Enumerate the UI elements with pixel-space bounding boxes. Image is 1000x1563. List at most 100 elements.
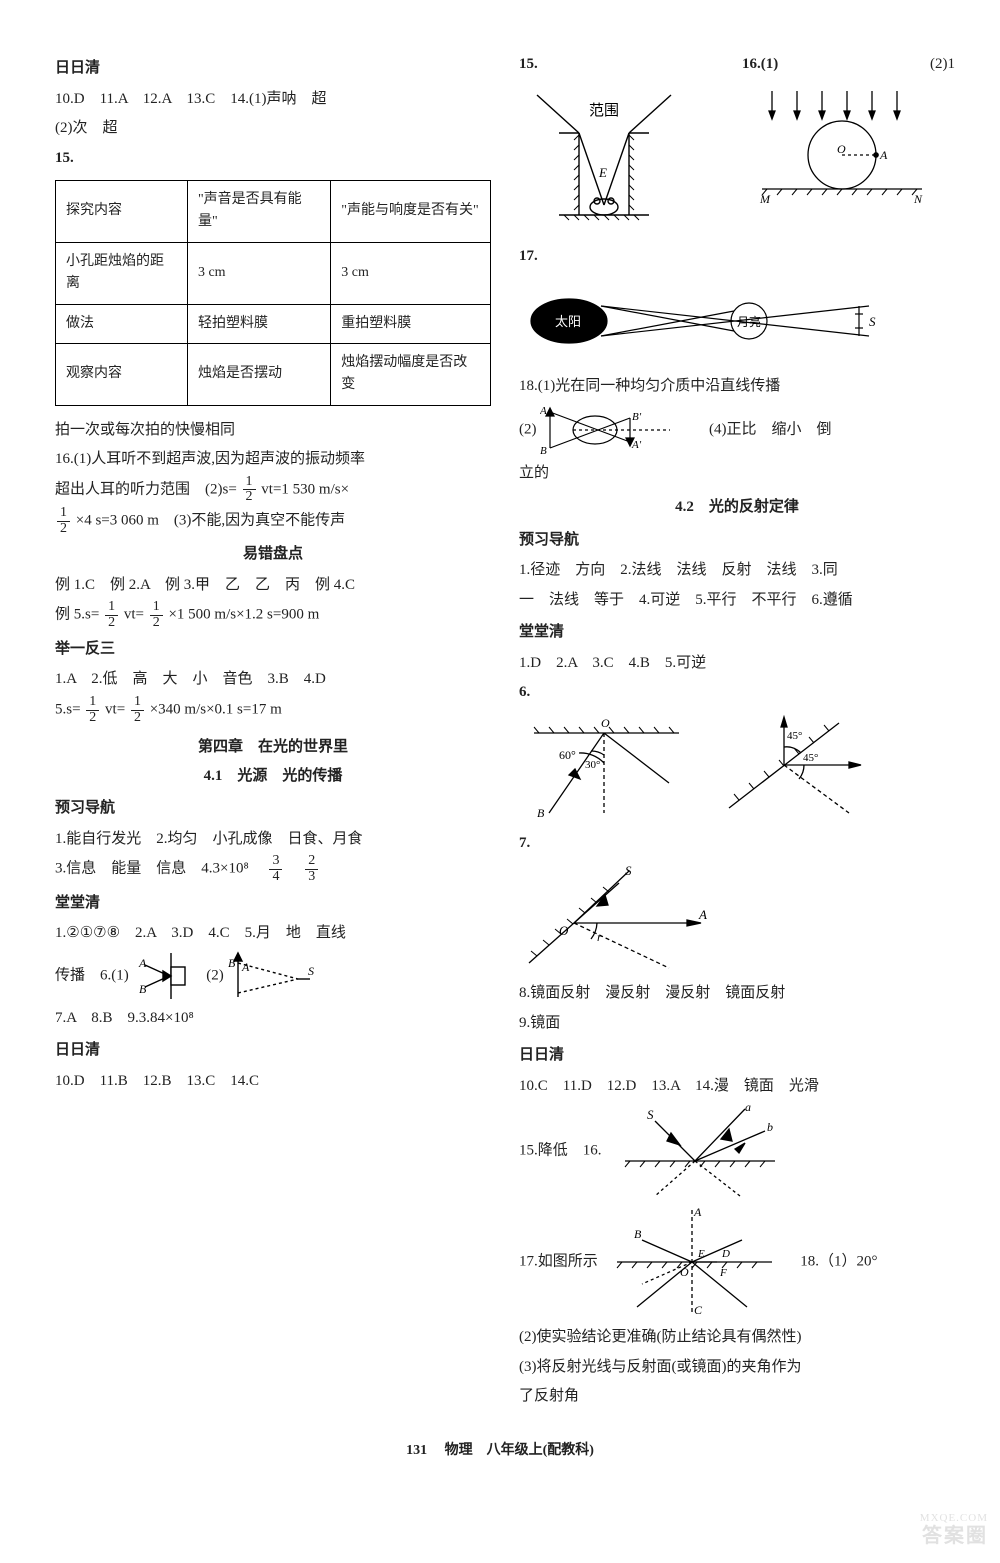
right-column: 15. [519, 50, 955, 1412]
q18b-post: (4)正比 缩小 倒 [709, 421, 832, 437]
r-tt-1-5: 1.D 2.A 3.C 4.B 5.可逆 [519, 649, 955, 678]
row-15-16: 15. [519, 50, 955, 241]
r-yx1: 1.径迹 方向 2.法线 法线 反射 法线 3.同 [519, 556, 955, 585]
r-q18b: (2) A B B′ A′ [519, 402, 955, 458]
r-q6-label: 6. [519, 678, 955, 707]
svg-text:O: O [601, 716, 610, 730]
jy-5: 5.s= 12 vt= 12 ×340 m/s×0.1 s=17 m [55, 695, 491, 725]
frac-3-4: 34 [269, 854, 282, 884]
r-q15-label: 15. [519, 56, 538, 72]
ans-10-14: 10.D 11.A 12.A 13.C 14.(1)声呐 超 [55, 85, 491, 114]
svg-text:O: O [680, 1265, 689, 1279]
tt6-mid: (2) [206, 967, 224, 983]
li5-pre: 例 5.s= [55, 607, 99, 623]
r-q17-label: 17. [519, 242, 955, 271]
fig-reflection-6: O 60° 30° B [519, 713, 955, 823]
r-q9: 9.镜面 [519, 1009, 955, 1038]
frac-half-2: 12 [57, 506, 70, 536]
r-yuxi-heading: 预习导航 [519, 526, 955, 555]
fig-frog-well: 范围 E [519, 85, 732, 235]
fig-6-2: B A S [228, 949, 318, 1003]
ans-14-2: (2)次 超 [55, 114, 491, 143]
svg-text:30°: 30° [585, 759, 600, 771]
q18b-pre: (2) [519, 421, 537, 437]
chapter4-heading: 第四章 在光的世界里 [55, 733, 491, 762]
r-q7-label: 7. [519, 829, 955, 858]
frac-half-3: 12 [105, 600, 118, 630]
svg-text:A: A [138, 956, 147, 970]
yx-1-2: 1.能自行发光 2.均匀 小孔成像 日食、月食 [55, 825, 491, 854]
tangtangqing-heading: 堂堂清 [55, 889, 491, 918]
section42-heading: 4.2 光的反射定律 [519, 493, 955, 522]
li-1-4: 例 1.C 例 2.A 例 3.甲 乙 乙 丙 例 4.C [55, 571, 491, 600]
svg-text:F: F [719, 1267, 727, 1279]
t-r2c1: 轻拍塑料膜 [187, 304, 330, 343]
q15-table: 探究内容 "声音是否具有能量" "声能与响度是否有关" 小孔距烛焰的距离 3 c… [55, 180, 491, 406]
svg-text:B: B [139, 982, 147, 996]
svg-text:A: A [879, 148, 888, 162]
svg-text:S: S [308, 964, 314, 978]
q18-2-post: 18.（1）20° [800, 1253, 877, 1269]
svg-text:O: O [837, 142, 846, 156]
svg-text:B: B [537, 806, 545, 820]
frac-half-6: 12 [131, 695, 144, 725]
q16c-post: ×4 s=3 060 m (3)不能,因为真空不能传声 [76, 513, 345, 529]
left-column: 日日清 10.D 11.A 12.A 13.C 14.(1)声呐 超 (2)次 … [55, 50, 491, 1412]
svg-text:D: D [721, 1248, 730, 1260]
t-r0c0: 探究内容 [56, 181, 188, 243]
fig-eclipse: 太阳 月亮 S [519, 276, 955, 366]
svg-text:太阳: 太阳 [555, 314, 581, 329]
t-r3c2: 烛焰摆动幅度是否改变 [331, 343, 491, 405]
r-ttq-heading: 堂堂清 [519, 618, 955, 647]
svg-text:M: M [759, 192, 771, 205]
svg-text:S: S [647, 1107, 654, 1122]
r-rrq-10-14: 10.C 11.D 12.D 13.A 14.漫 镜面 光滑 [519, 1072, 955, 1101]
q15-2-pre: 15.降低 16. [519, 1142, 602, 1158]
rrq2-10-14: 10.D 11.B 12.B 13.C 14.C [55, 1067, 491, 1096]
q16b-pre: 超出人耳的听力范围 (2)s= [55, 481, 237, 497]
svg-text:S: S [869, 314, 876, 329]
t-r1c2: 3 cm [331, 242, 491, 304]
svg-text:O: O [559, 923, 569, 938]
juyifansan-heading: 举一反三 [55, 635, 491, 664]
jy-1-4: 1.A 2.低 高 大 小 音色 3.B 4.D [55, 665, 491, 694]
r-q18a: 18.(1)光在同一种均匀介质中沿直线传播 [519, 372, 955, 401]
q16-c: 12 ×4 s=3 060 m (3)不能,因为真空不能传声 [55, 506, 491, 536]
tt-7-9: 7.A 8.B 9.3.84×10⁸ [55, 1004, 491, 1033]
t-r1c1: 3 cm [187, 242, 330, 304]
svg-text:B′: B′ [632, 411, 642, 423]
page-number: 131 [406, 1443, 427, 1458]
t-r2c2: 重拍塑料膜 [331, 304, 491, 343]
svg-text:B: B [228, 956, 236, 970]
fig-pinhole: A B B′ A′ [540, 402, 690, 458]
table-note: 拍一次或每次拍的快慢相同 [55, 416, 491, 445]
r-yx2: 一 法线 等于 4.可逆 5.平行 不平行 6.遵循 [519, 586, 955, 615]
q15-label: 15. [55, 144, 491, 173]
tt6-pre: 传播 6.(1) [55, 967, 129, 983]
svg-text:A: A [698, 907, 707, 922]
svg-text:C: C [694, 1303, 703, 1317]
r-q18-2c: (3)将反射光线与反射面(或镜面)的夹角作为 [519, 1353, 955, 1382]
frac-2-3: 23 [305, 854, 318, 884]
li5-mid: vt= [124, 607, 144, 623]
svg-text:60°: 60° [559, 748, 576, 762]
svg-text:A′: A′ [631, 439, 642, 451]
svg-text:B: B [540, 445, 547, 457]
tt-6: 传播 6.(1) A B (2) [55, 949, 491, 1003]
tt-1-5: 1.②①⑦⑧ 2.A 3.D 4.C 5.月 地 直线 [55, 919, 491, 948]
q17-2-pre: 17.如图所示 [519, 1253, 598, 1269]
q16-a: 16.(1)人耳听不到超声波,因为超声波的振动频率 [55, 445, 491, 474]
section41-heading: 4.1 光源 光的传播 [55, 762, 491, 791]
svg-text:S: S [625, 863, 632, 878]
fig-reflection-16b: S a b [605, 1101, 785, 1201]
svg-text:A: A [241, 960, 250, 974]
yx3-pre: 3.信息 能量 信息 4.3×10⁸ [55, 861, 264, 877]
ririqing-heading: 日日清 [55, 54, 491, 83]
watermark-text: 答案圈 [922, 1517, 988, 1555]
jy5-mid: vt= [105, 701, 125, 717]
r-q18-2b: (2)使实验结论更准确(防止结论具有偶然性) [519, 1323, 955, 1352]
r-q8: 8.镜面反射 漫反射 漫反射 镜面反射 [519, 979, 955, 1008]
fig-reflection-7: S O A r [519, 863, 955, 973]
svg-text:45°: 45° [803, 752, 818, 764]
svg-text:月亮: 月亮 [737, 314, 761, 329]
